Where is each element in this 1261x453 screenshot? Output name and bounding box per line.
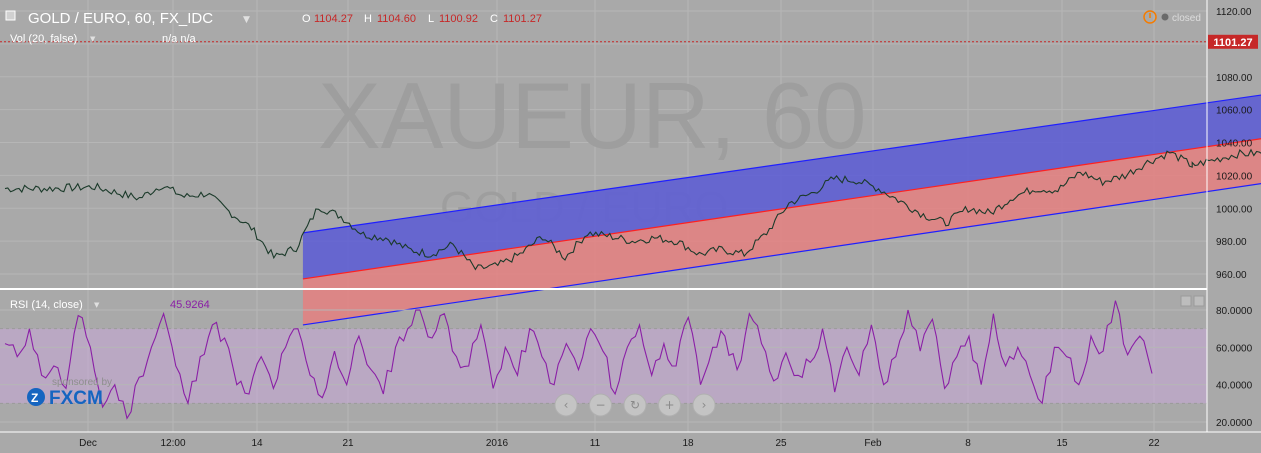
reset-icon — [623, 393, 647, 417]
sponsor-caption: sponsored by — [52, 377, 112, 388]
rsi-tick-label: 80.0000 — [1216, 306, 1253, 317]
price-tick-label: 1000.00 — [1216, 204, 1253, 215]
rsi-tick-label: 20.0000 — [1216, 418, 1253, 429]
symbol-icon — [5, 10, 16, 21]
volume-values: n/a n/a — [162, 33, 197, 45]
sponsor-brand: FXCM — [49, 388, 103, 409]
price-tick-label: 1040.00 — [1216, 139, 1253, 150]
price-line — [4, 148, 1261, 271]
volume-menu-chevron-icon[interactable]: ▼ — [90, 35, 96, 43]
close-label: C — [490, 13, 498, 25]
price-tick-label: 1120.00 — [1216, 7, 1252, 18]
svg-text:‹: ‹ — [564, 398, 569, 412]
time-tick-label: 14 — [251, 438, 263, 449]
zoom-in-icon — [658, 393, 681, 417]
zoom-out-button[interactable]: − — [589, 393, 612, 417]
reset-button[interactable]: ↻ — [623, 393, 647, 417]
svg-text:+: + — [664, 398, 674, 412]
close-value: 1101.27 — [503, 13, 542, 25]
open-label: O — [302, 13, 311, 25]
channel-upper-fill — [302, 95, 1261, 279]
scroll-left-icon — [554, 393, 578, 417]
axes: 1120.001100.001080.001060.001040.001020.… — [79, 7, 1252, 449]
watermark-symbol: XAUEUR, 60 — [318, 63, 867, 168]
low-label: L — [428, 13, 434, 25]
price-tick-label: 1060.00 — [1216, 106, 1253, 117]
rsi-menu-chevron-icon[interactable]: ▼ — [94, 301, 100, 309]
pane-controls — [1180, 295, 1205, 307]
time-tick-label: 25 — [775, 438, 787, 449]
channel-middle-line[interactable] — [302, 80, 1261, 280]
price-series — [4, 148, 1261, 271]
rsi-pane — [0, 300, 1207, 423]
price-tick-label: 1020.00 — [1216, 171, 1253, 182]
market-status-text: closed — [1172, 13, 1201, 24]
time-tick-label: 2016 — [486, 438, 509, 449]
scroll-right-icon — [692, 393, 716, 417]
sponsor-logo[interactable]: sponsored by Z FXCM — [27, 377, 112, 409]
price-tick-label: 960.00 — [1216, 270, 1247, 281]
channel-lower-fill — [302, 138, 1261, 325]
open-value: 1104.27 — [314, 13, 353, 25]
time-tick-label: 11 — [590, 438, 601, 449]
svg-text:›: › — [702, 398, 707, 412]
rsi-current-value: 45.9264 — [170, 299, 210, 311]
time-tick-label: Dec — [79, 438, 97, 449]
high-label: H — [364, 13, 372, 25]
pane-up-icon[interactable] — [1180, 295, 1192, 307]
rsi-band — [0, 328, 1207, 404]
chart-navigation: ‹ − ↻ + › — [554, 393, 716, 417]
symbol-legend: GOLD / EURO, 60, FX_IDC ▼ O 1104.27 H 11… — [5, 10, 542, 27]
rsi-label[interactable]: RSI (14, close) — [10, 299, 83, 311]
regression-channel[interactable] — [302, 37, 1261, 326]
channel-upper-line[interactable] — [302, 37, 1261, 234]
rsi-line — [4, 300, 1153, 420]
status-dot-icon — [1161, 13, 1169, 21]
zoom-out-icon — [589, 393, 612, 417]
market-status: closed — [1143, 10, 1201, 24]
fxcm-logo-icon — [27, 388, 45, 406]
time-tick-label: 21 — [342, 438, 354, 449]
svg-text:Z: Z — [31, 391, 38, 405]
volume-legend: Vol (20, false) ▼ n/a n/a — [10, 33, 197, 45]
price-tick-label: 1080.00 — [1216, 73, 1253, 84]
svg-text:−: − — [595, 398, 605, 412]
time-tick-label: 18 — [682, 438, 694, 449]
rsi-tick-label: 60.0000 — [1216, 343, 1253, 354]
market-closed-icon — [1143, 10, 1157, 24]
svg-text:↻: ↻ — [630, 398, 640, 412]
scroll-right-button[interactable]: › — [692, 393, 716, 417]
last-price-badge: 1101.27 — [1208, 34, 1258, 49]
symbol-title[interactable]: GOLD / EURO, 60, FX_IDC — [28, 10, 213, 27]
rsi-tick-label: 40.0000 — [1216, 381, 1253, 392]
channel-lower-line[interactable] — [302, 124, 1261, 326]
time-tick-label: 12:00 — [160, 438, 185, 449]
scroll-left-button[interactable]: ‹ — [554, 393, 578, 417]
rsi-legend: RSI (14, close) ▼ 45.9264 — [10, 299, 210, 311]
zoom-in-button[interactable]: + — [658, 393, 681, 417]
high-value: 1104.60 — [377, 13, 416, 25]
last-price-value: 1101.27 — [1213, 37, 1252, 49]
price-tick-label: 980.00 — [1216, 237, 1247, 248]
time-tick-label: 15 — [1056, 438, 1068, 449]
time-tick-label: 8 — [965, 438, 971, 449]
low-value: 1100.92 — [439, 13, 478, 25]
symbol-menu-chevron-icon[interactable]: ▼ — [243, 15, 250, 25]
pane-maximize-icon[interactable] — [1193, 295, 1205, 307]
time-tick-label: 22 — [1148, 438, 1160, 449]
volume-label[interactable]: Vol (20, false) — [10, 33, 77, 45]
time-tick-label: Feb — [864, 438, 882, 449]
